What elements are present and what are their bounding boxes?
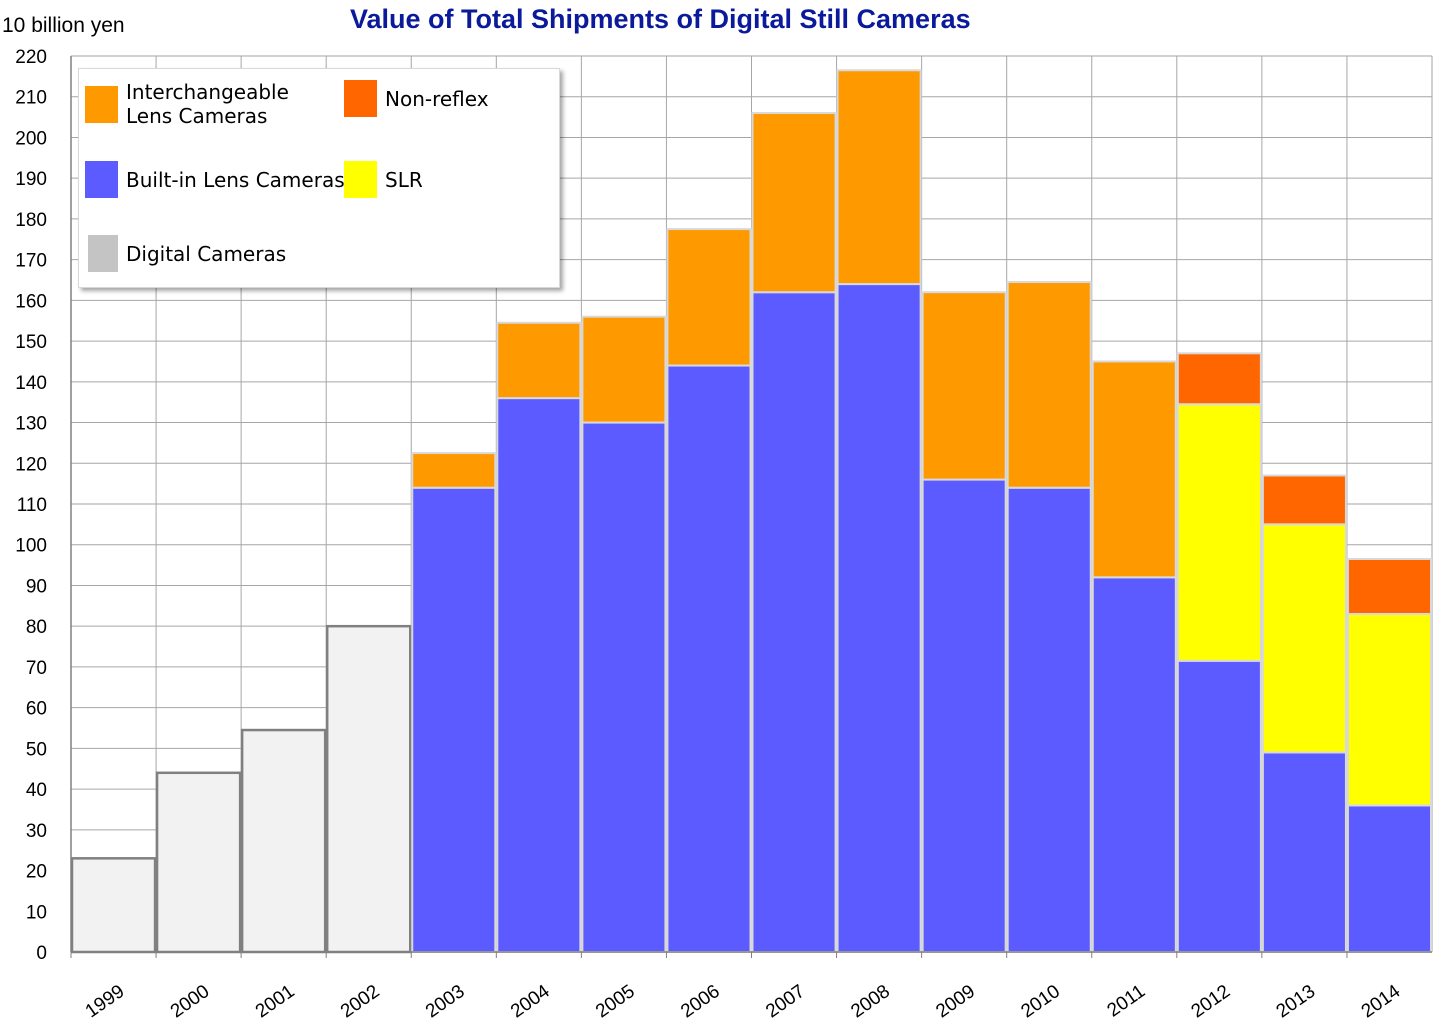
- x-tick-label: 2014: [1358, 981, 1405, 1023]
- bars: [70, 69, 1432, 954]
- y-tick-label: 110: [17, 495, 47, 516]
- y-tick-label: 210: [15, 88, 47, 109]
- bar-builtin-2004: [496, 397, 582, 954]
- bar-interchangeable-2008: [836, 69, 922, 286]
- bar-slr-2013: [1261, 523, 1347, 754]
- bar-slr-2014: [1346, 612, 1432, 807]
- y-tick-label: 50: [26, 739, 47, 760]
- legend-label-builtin: Built-in Lens Cameras: [126, 167, 345, 192]
- x-tick-label: 2010: [1017, 981, 1064, 1022]
- bar-interchangeable-2009: [921, 291, 1007, 481]
- bar-nonreflex-2013: [1261, 474, 1347, 526]
- bar-interchangeable-2003: [411, 452, 497, 489]
- x-tick-label: 2002: [337, 981, 384, 1022]
- bar-digital-1999: [70, 857, 157, 954]
- y-tick-label: 0: [36, 943, 47, 964]
- legend-item-slr: SLR: [344, 161, 525, 198]
- y-tick-label: 180: [15, 210, 47, 231]
- bar-builtin-2012: [1176, 659, 1262, 953]
- bar-nonreflex-2012: [1176, 352, 1262, 406]
- legend-item-interchangeable: Interchangeable Lens Cameras: [85, 80, 336, 128]
- bar-builtin-2011: [1091, 576, 1177, 953]
- bar-nonreflex-2014: [1346, 557, 1432, 615]
- x-tick-label: 2013: [1273, 981, 1320, 1022]
- bar-builtin-2010: [1006, 486, 1092, 953]
- bar-interchangeable-2007: [751, 112, 837, 294]
- y-tick-label: 120: [15, 454, 47, 475]
- y-tick-label: 170: [15, 251, 47, 272]
- x-tick-label: 2003: [422, 981, 469, 1022]
- legend: Interchangeable Lens Cameras Non-reflex …: [78, 68, 560, 288]
- bar-builtin-2009: [921, 478, 1007, 953]
- x-tick-label: 2007: [762, 981, 809, 1022]
- legend-swatch-digital: [88, 235, 118, 272]
- x-tick-label: 2008: [847, 981, 894, 1022]
- bar-builtin-2013: [1261, 751, 1347, 953]
- x-tick-label: 1999: [82, 981, 129, 1022]
- x-tick-label: 2011: [1104, 981, 1150, 1022]
- legend-swatch-nonreflex: [344, 80, 377, 117]
- y-tick-label: 40: [26, 780, 47, 801]
- bar-builtin-2014: [1346, 804, 1432, 954]
- y-tick-label: 70: [26, 658, 47, 679]
- bar-digital-2001: [240, 728, 327, 954]
- legend-label-slr: SLR: [385, 167, 423, 192]
- y-tick-label: 220: [15, 47, 47, 68]
- y-tick-label: 190: [15, 169, 47, 190]
- bar-digital-2002: [325, 624, 412, 954]
- legend-label-digital: Digital Cameras: [126, 241, 287, 266]
- legend-item-builtin: Built-in Lens Cameras: [85, 161, 346, 198]
- bar-interchangeable-2006: [666, 228, 752, 367]
- bar-interchangeable-2005: [581, 315, 667, 424]
- bar-builtin-2003: [411, 486, 497, 953]
- y-tick-label: 10: [26, 902, 47, 923]
- legend-swatch-slr: [344, 161, 377, 198]
- x-tick-label: 2006: [677, 981, 724, 1022]
- y-tick-label: 100: [15, 536, 47, 557]
- bar-interchangeable-2010: [1006, 281, 1092, 489]
- x-tick-label: 2009: [932, 981, 979, 1022]
- bar-builtin-2005: [581, 421, 667, 953]
- x-tick-label: 2001: [252, 981, 299, 1022]
- legend-item-nonreflex: Non-reflex: [344, 80, 525, 117]
- bar-slr-2012: [1176, 403, 1262, 662]
- bar-builtin-2006: [666, 364, 752, 953]
- y-tick-label: 140: [15, 373, 47, 394]
- y-tick-label: 30: [26, 821, 47, 842]
- y-tick-label: 20: [26, 862, 47, 883]
- bar-interchangeable-2011: [1091, 360, 1177, 579]
- legend-label-nonreflex: Non-reflex: [385, 86, 489, 111]
- y-tick-label: 200: [15, 128, 47, 149]
- legend-swatch-interchangeable: [85, 85, 118, 123]
- legend-label-interchangeable: Interchangeable Lens Cameras: [126, 80, 289, 128]
- y-tick-label: 150: [15, 332, 47, 353]
- y-axis-unit-label: 10 billion yen: [2, 14, 125, 37]
- chart-title: Value of Total Shipments of Digital Stil…: [350, 4, 971, 34]
- bar-builtin-2008: [836, 283, 922, 953]
- y-tick-label: 60: [26, 699, 47, 720]
- x-tick-label: 2012: [1188, 981, 1235, 1022]
- bar-interchangeable-2004: [496, 321, 582, 400]
- legend-swatch-builtin: [85, 161, 118, 198]
- x-tick-label: 2004: [507, 981, 554, 1023]
- y-tick-label: 130: [15, 414, 47, 435]
- x-tick-label: 2000: [167, 981, 214, 1022]
- y-tick-label: 80: [26, 617, 47, 638]
- y-tick-label: 90: [26, 576, 47, 597]
- y-tick-label: 160: [15, 291, 47, 312]
- bar-builtin-2007: [751, 291, 837, 953]
- x-tick-label: 2005: [592, 981, 639, 1022]
- legend-item-digital: Digital Cameras: [88, 235, 346, 272]
- bar-digital-2000: [155, 771, 242, 954]
